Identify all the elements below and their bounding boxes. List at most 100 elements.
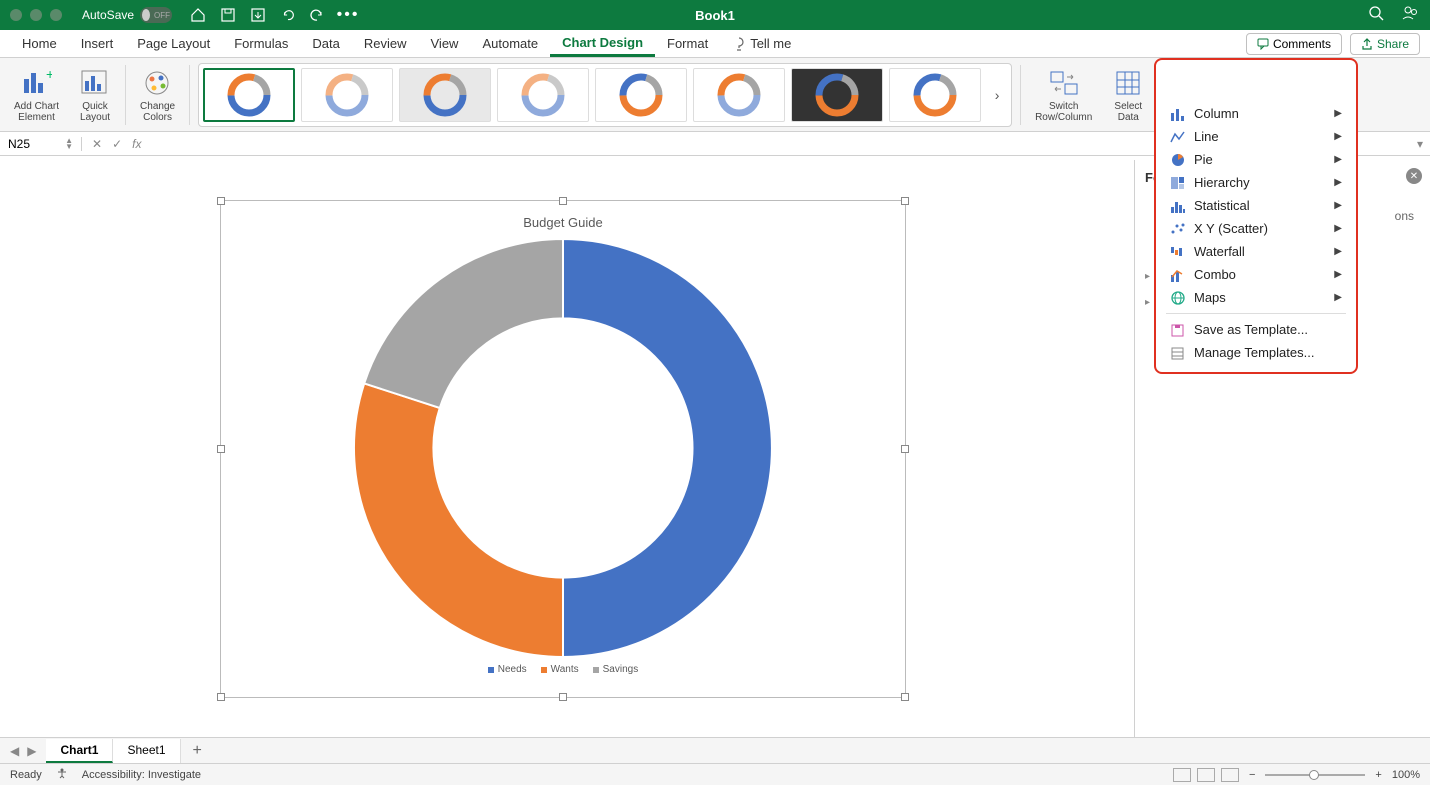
zoom-slider[interactable] (1265, 774, 1365, 776)
view-page-layout-icon[interactable] (1197, 768, 1215, 782)
ribbon-tab-formulas[interactable]: Formulas (222, 32, 300, 55)
status-accessibility[interactable]: Accessibility: Investigate (82, 769, 201, 781)
enter-formula-icon[interactable]: ✓ (112, 137, 122, 151)
cancel-formula-icon[interactable]: ✕ (92, 137, 102, 151)
sheet-tab-bar: ◀ ▶ Chart1Sheet1 + (0, 737, 1430, 763)
resize-handle[interactable] (217, 693, 225, 701)
ribbon-tab-format[interactable]: Format (655, 32, 720, 55)
ribbon-tab-page-layout[interactable]: Page Layout (125, 32, 222, 55)
chart-type-combo[interactable]: Combo▶ (1160, 263, 1352, 286)
legend-item[interactable]: Wants (541, 664, 579, 675)
gallery-more-icon[interactable]: › (987, 87, 1007, 103)
chart-style-thumb[interactable] (497, 68, 589, 122)
ribbon-tab-automate[interactable]: Automate (470, 32, 550, 55)
zoom-window[interactable] (50, 9, 62, 21)
resize-handle[interactable] (559, 197, 567, 205)
titlebar: AutoSave OFF ••• Book1 (0, 0, 1430, 30)
chart-type-hierarchy[interactable]: Hierarchy▶ (1160, 171, 1352, 194)
zoom-level[interactable]: 100% (1392, 769, 1420, 781)
ribbon-tab-home[interactable]: Home (10, 32, 69, 55)
ribbon-tab-review[interactable]: Review (352, 32, 419, 55)
chart-style-thumb[interactable] (791, 68, 883, 122)
chart-title[interactable]: Budget Guide (221, 215, 905, 230)
sheet-next-icon[interactable]: ▶ (27, 744, 36, 758)
saveas-icon[interactable] (250, 7, 266, 23)
resize-handle[interactable] (901, 445, 909, 453)
autosave-toggle[interactable]: AutoSave OFF (82, 7, 172, 23)
change-colors[interactable]: Change Colors (134, 67, 181, 123)
chart-type-statistical[interactable]: Statistical▶ (1160, 194, 1352, 217)
search-icon[interactable] (1368, 5, 1384, 26)
sheet-tab-sheet1[interactable]: Sheet1 (113, 739, 180, 763)
resize-handle[interactable] (901, 693, 909, 701)
resize-handle[interactable] (217, 197, 225, 205)
sheet-tab-chart1[interactable]: Chart1 (46, 739, 113, 763)
formula-bar-expand[interactable]: ▾ (1410, 137, 1430, 151)
zoom-in-button[interactable]: + (1375, 769, 1381, 781)
comments-button[interactable]: Comments (1246, 33, 1342, 55)
ribbon-tabs: HomeInsertPage LayoutFormulasDataReviewV… (0, 30, 1430, 58)
resize-handle[interactable] (217, 445, 225, 453)
resize-handle[interactable] (559, 693, 567, 701)
close-icon[interactable]: ✕ (1406, 168, 1422, 184)
home-icon[interactable] (190, 7, 206, 23)
name-box[interactable]: N25 ▲▼ (0, 137, 82, 151)
name-box-stepper[interactable]: ▲▼ (65, 138, 73, 150)
sheet-prev-icon[interactable]: ◀ (10, 744, 19, 758)
chart-type-maps[interactable]: Maps▶ (1160, 286, 1352, 309)
tellme-tab[interactable]: Tell me (720, 32, 803, 55)
ribbon-tab-chart-design[interactable]: Chart Design (550, 31, 655, 57)
ribbon-tab-data[interactable]: Data (300, 32, 351, 55)
ribbon-tab-insert[interactable]: Insert (69, 32, 126, 55)
chart-legend[interactable]: Needs Wants Savings (221, 664, 905, 675)
chart-style-thumb[interactable] (889, 68, 981, 122)
view-page-break-icon[interactable] (1221, 768, 1239, 782)
undo-icon[interactable] (280, 7, 296, 23)
legend-item[interactable]: Needs (488, 664, 527, 675)
chart-type-waterfall[interactable]: Waterfall▶ (1160, 240, 1352, 263)
select-data-label: Select Data (1114, 101, 1142, 123)
fx-icon[interactable]: fx (132, 137, 141, 151)
resize-handle[interactable] (901, 197, 909, 205)
share-button[interactable]: Share (1350, 33, 1420, 55)
toggle-track: OFF (140, 7, 172, 23)
status-ready: Ready (10, 769, 42, 781)
status-bar: Ready Accessibility: Investigate − + 100… (0, 763, 1430, 785)
toggle-knob (142, 9, 150, 21)
close-window[interactable] (10, 9, 22, 21)
add-chart-element-label: Add Chart Element (14, 101, 59, 123)
accessibility-icon[interactable] (56, 767, 68, 782)
redo-icon[interactable] (310, 7, 326, 23)
tellme-label: Tell me (750, 36, 791, 51)
svg-text:+: + (46, 69, 52, 82)
toggle-state: OFF (154, 11, 170, 20)
switch-row-column[interactable]: Switch Row/Column (1029, 67, 1098, 123)
chart-style-thumb[interactable] (203, 68, 295, 122)
chart-object[interactable]: Budget Guide Needs Wants Savings (220, 200, 906, 698)
add-sheet-button[interactable]: + (181, 742, 214, 760)
save-icon[interactable] (220, 7, 236, 23)
chart-styles-gallery[interactable]: › (198, 63, 1012, 127)
view-normal-icon[interactable] (1173, 768, 1191, 782)
chart-type-x-y-scatter-[interactable]: X Y (Scatter)▶ (1160, 217, 1352, 240)
chart-style-thumb[interactable] (301, 68, 393, 122)
chart-style-thumb[interactable] (693, 68, 785, 122)
zoom-out-button[interactable]: − (1249, 769, 1255, 781)
share-people-icon[interactable] (1402, 5, 1420, 26)
select-data[interactable]: Select Data (1106, 67, 1150, 123)
ribbon-tab-view[interactable]: View (419, 32, 471, 55)
add-chart-element[interactable]: + Add Chart Element (8, 67, 65, 123)
document-title: Book1 (695, 8, 735, 23)
chart-style-thumb[interactable] (399, 68, 491, 122)
donut-chart[interactable] (221, 238, 905, 658)
chart-type-save-as-template-[interactable]: Save as Template... (1160, 318, 1352, 341)
chart-type-pie[interactable]: Pie▶ (1160, 148, 1352, 171)
quick-layout[interactable]: Quick Layout (73, 67, 117, 123)
chart-type-column[interactable]: Column▶ (1160, 102, 1352, 125)
more-icon[interactable]: ••• (340, 7, 356, 23)
chart-type-manage-templates-[interactable]: Manage Templates... (1160, 341, 1352, 364)
legend-item[interactable]: Savings (593, 664, 639, 675)
minimize-window[interactable] (30, 9, 42, 21)
chart-type-line[interactable]: Line▶ (1160, 125, 1352, 148)
chart-style-thumb[interactable] (595, 68, 687, 122)
